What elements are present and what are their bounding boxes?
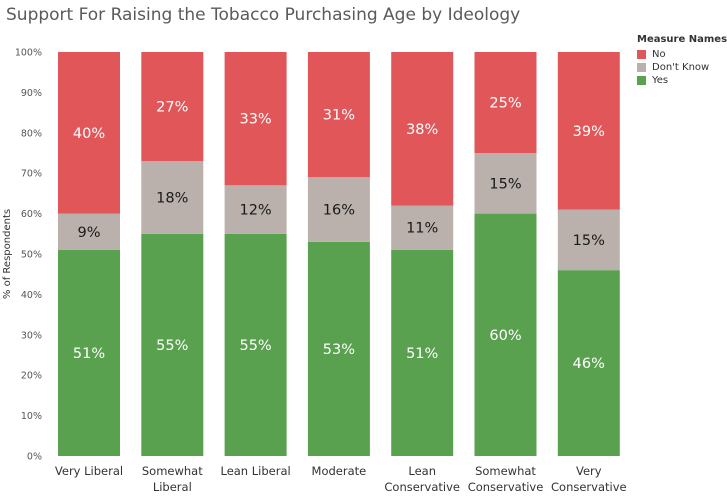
legend-swatch-dont-know: [637, 63, 646, 72]
data-label-don-t-know: 9%: [77, 225, 100, 241]
data-label-yes: 46%: [573, 356, 605, 372]
data-label-don-t-know: 15%: [573, 233, 605, 249]
x-tick-label: Conservative: [551, 480, 627, 494]
legend-label-no: No: [652, 49, 666, 60]
data-label-yes: 51%: [73, 346, 105, 362]
y-tick-label: 40%: [21, 290, 42, 301]
data-label-don-t-know: 12%: [239, 203, 271, 219]
data-label-no: 40%: [73, 126, 105, 142]
data-label-no: 38%: [406, 122, 438, 138]
y-axis-label: % of Respondents: [2, 209, 13, 299]
bar-don-t-know: [557, 209, 620, 271]
y-tick-label: 30%: [21, 330, 42, 341]
y-tick-label: 100%: [15, 48, 42, 59]
legend-item-yes[interactable]: Yes: [637, 74, 727, 87]
x-tick-label: Very: [576, 464, 602, 478]
chart-title: Support For Raising the Tobacco Purchasi…: [6, 5, 521, 25]
x-tick-label: Lean Liberal: [220, 464, 290, 478]
data-label-yes: 55%: [156, 338, 188, 354]
y-tick-label: 50%: [21, 250, 42, 261]
data-label-no: 31%: [323, 108, 355, 124]
data-label-don-t-know: 15%: [489, 176, 521, 192]
bar-yes: [58, 249, 120, 456]
y-tick-label: 10%: [21, 411, 42, 422]
bar-yes: [224, 233, 287, 456]
y-tick-label: 0%: [27, 452, 42, 463]
bar-don-t-know: [141, 161, 204, 234]
x-tick-label: Conservative: [468, 480, 544, 494]
data-label-no: 27%: [156, 100, 188, 116]
legend: Measure Names No Don't Know Yes: [637, 34, 727, 87]
y-tick-label: 80%: [21, 128, 42, 139]
bar-no: [224, 52, 287, 186]
legend-label-dont-know: Don't Know: [652, 62, 710, 73]
data-label-yes: 60%: [489, 328, 521, 344]
y-tick-label: 70%: [21, 169, 42, 180]
bar-yes: [307, 241, 370, 456]
data-label-don-t-know: 16%: [323, 203, 355, 219]
legend-item-no[interactable]: No: [637, 48, 727, 61]
data-label-no: 33%: [239, 112, 271, 128]
x-tick-label: Very Liberal: [55, 464, 123, 478]
y-tick-label: 90%: [21, 88, 42, 99]
data-label-don-t-know: 11%: [406, 221, 438, 237]
data-label-no: 25%: [489, 96, 521, 112]
legend-swatch-no: [637, 50, 646, 59]
legend-label-yes: Yes: [652, 75, 669, 86]
x-tick-label: Moderate: [312, 464, 367, 478]
data-label-yes: 53%: [323, 342, 355, 358]
bar-no: [474, 52, 537, 153]
data-label-don-t-know: 18%: [156, 190, 188, 206]
data-label-yes: 51%: [406, 346, 438, 362]
y-tick-label: 20%: [21, 371, 42, 382]
bar-don-t-know: [307, 177, 370, 242]
bar-no: [557, 52, 620, 210]
x-tick-label: Liberal: [153, 480, 192, 494]
bar-yes: [391, 249, 454, 456]
bar-no: [307, 52, 370, 178]
bar-don-t-know: [224, 185, 287, 234]
bar-yes: [474, 213, 537, 456]
bar-don-t-know: [58, 213, 120, 250]
bar-no: [391, 52, 454, 206]
y-tick-label: 60%: [21, 209, 42, 220]
bar-don-t-know: [391, 205, 454, 250]
legend-item-dont-know[interactable]: Don't Know: [637, 61, 727, 74]
x-tick-label: Somewhat: [142, 464, 203, 478]
legend-swatch-yes: [637, 76, 646, 85]
x-tick-label: Lean: [408, 464, 436, 478]
data-label-no: 39%: [573, 124, 605, 140]
x-tick-label: Somewhat: [475, 464, 536, 478]
bar-yes: [557, 270, 620, 456]
legend-title: Measure Names: [637, 34, 727, 45]
bar-no: [141, 52, 204, 162]
bar-yes: [141, 233, 204, 456]
x-tick-label: Conservative: [384, 480, 460, 494]
data-label-yes: 55%: [239, 338, 271, 354]
bar-don-t-know: [474, 153, 537, 214]
bar-no: [58, 52, 120, 214]
